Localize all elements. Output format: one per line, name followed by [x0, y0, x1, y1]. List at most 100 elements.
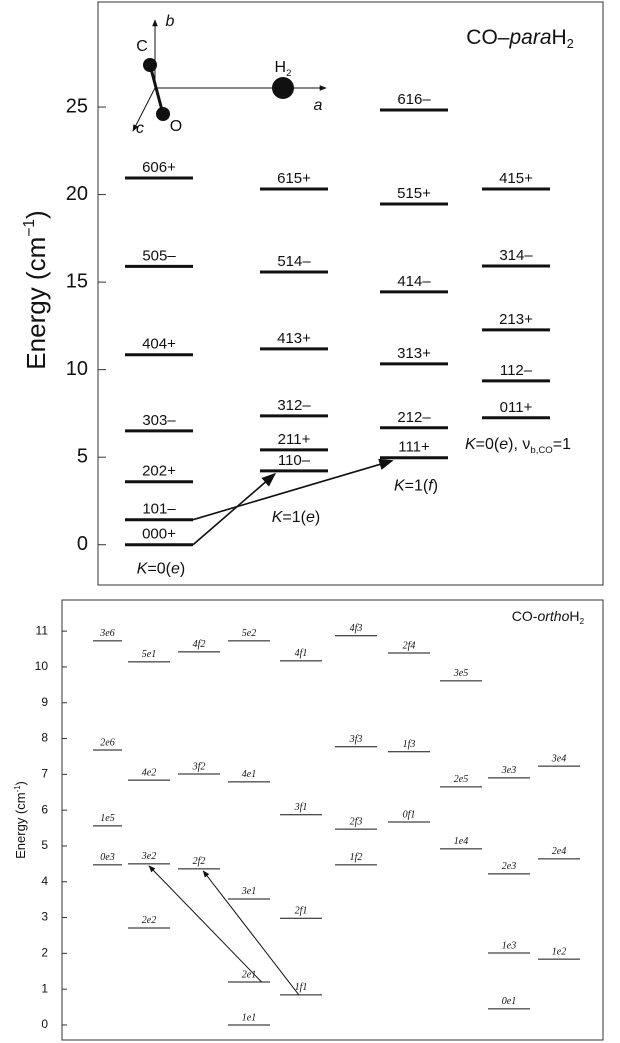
level-label: 202+	[142, 463, 176, 480]
y-tick-label: 2	[41, 946, 48, 960]
level-label: 1f2	[350, 852, 363, 863]
text-segment: =1(	[405, 478, 429, 495]
text-segment: e	[306, 509, 315, 526]
level-label: 3e4	[551, 753, 566, 764]
level-label: 5e2	[242, 628, 256, 639]
level-label: 4f1	[295, 648, 308, 659]
inset-molecule	[272, 77, 294, 99]
text-segment: Energy (cm	[13, 792, 28, 858]
level-label: 2e1	[242, 969, 256, 980]
text-segment: CO–	[466, 26, 510, 49]
level-label: 212–	[397, 409, 431, 426]
text-segment: )	[21, 210, 51, 219]
level-label: 303–	[142, 412, 176, 429]
level-label: 415+	[499, 170, 533, 187]
level-label: 4e1	[242, 769, 256, 780]
text-segment: ortho	[537, 608, 569, 624]
level-label: 0f1	[403, 809, 416, 820]
text-segment: C	[136, 38, 148, 55]
plot-frame	[61, 599, 604, 1041]
y-tick-label: 10	[66, 358, 88, 380]
level-label: 2f1	[295, 906, 308, 917]
level-label: 112–	[500, 362, 533, 379]
text-segment: )	[315, 509, 320, 526]
y-tick-label: 15	[66, 270, 88, 292]
level-label: 314–	[499, 247, 533, 264]
level-label: 3f1	[294, 802, 308, 813]
y-axis-label: Energy (cm-1)	[13, 781, 29, 859]
text-segment: 2	[286, 68, 291, 79]
y-tick-label: 0	[41, 1017, 48, 1031]
plot-frame	[97, 1, 604, 586]
text-segment: )	[433, 478, 438, 495]
text-segment: )	[13, 781, 28, 785]
chart-title: CO–paraH2	[466, 26, 573, 52]
level-label: 616–	[397, 91, 431, 108]
y-tick-label: 0	[77, 533, 88, 555]
level-label: 1f3	[403, 739, 416, 750]
text-segment: H	[275, 59, 287, 76]
y-tick-label: 1	[41, 981, 48, 995]
text-segment: 2	[567, 37, 574, 51]
y-axis-label: Energy (cm−1)	[21, 210, 51, 369]
inset-axis	[132, 87, 156, 132]
y-tick-label: 10	[35, 659, 49, 673]
level-label: 1f1	[295, 982, 308, 993]
level-label: 2f4	[403, 640, 416, 651]
level-label: 313+	[397, 345, 431, 362]
level-label: 5e1	[142, 649, 156, 660]
column-label: K=0(e)	[137, 561, 185, 578]
level-label: 110–	[278, 452, 311, 469]
level-label: 3e3	[501, 765, 516, 776]
level-label: 011+	[500, 399, 533, 416]
inset-label: b	[166, 13, 175, 30]
text-segment: −1	[21, 219, 38, 237]
inset-label: O	[170, 118, 182, 135]
text-segment: b,CO	[530, 445, 552, 456]
text-segment: =1(	[282, 509, 306, 526]
inset-label: a	[314, 97, 323, 114]
level-label: 2e2	[142, 915, 156, 926]
level-label: 213+	[499, 311, 533, 328]
level-label: 505–	[142, 247, 176, 264]
text-segment: )	[180, 561, 185, 578]
level-label: 2e6	[100, 737, 114, 748]
text-segment: e	[171, 561, 180, 578]
text-segment: =0(	[147, 561, 171, 578]
level-label: 3f3	[349, 734, 363, 745]
level-label: 4f2	[193, 639, 206, 650]
level-label: 2e3	[502, 861, 516, 872]
text-segment: H	[552, 26, 567, 49]
column-label: K=0(e), νb,CO=1	[465, 436, 571, 456]
y-tick-label: 4	[41, 874, 48, 888]
level-label: 3e1	[241, 886, 256, 897]
level-label: 414–	[397, 273, 431, 290]
text-segment: K	[465, 436, 477, 453]
inset-bond	[148, 64, 165, 115]
level-label: 111+	[398, 439, 430, 456]
y-tick-label: 9	[41, 695, 48, 709]
level-label: 1e2	[552, 946, 566, 957]
y-tick-label: 5	[41, 838, 48, 852]
text-segment: O	[170, 118, 182, 135]
level-label: 2f3	[350, 816, 363, 827]
column-label: K=1(f)	[394, 478, 438, 495]
y-tick-label: 20	[66, 183, 88, 205]
level-label: 0e3	[100, 852, 114, 863]
text-segment: K	[394, 478, 406, 495]
y-tick-label: 5	[77, 445, 88, 467]
level-label: 413+	[277, 330, 311, 347]
transition-arrow	[192, 472, 277, 546]
text-segment: e	[499, 436, 508, 453]
level-label: 3e2	[141, 851, 156, 862]
y-tick-label: 7	[41, 767, 48, 781]
inset-atom	[156, 107, 170, 121]
y-tick-label: 11	[36, 623, 49, 637]
y-tick-label: 8	[41, 731, 48, 745]
level-label: 615+	[277, 170, 311, 187]
level-label: 606+	[142, 159, 176, 176]
level-label: 3e6	[99, 628, 114, 639]
transition-arrow	[192, 458, 394, 521]
text-segment: 2	[580, 616, 585, 626]
